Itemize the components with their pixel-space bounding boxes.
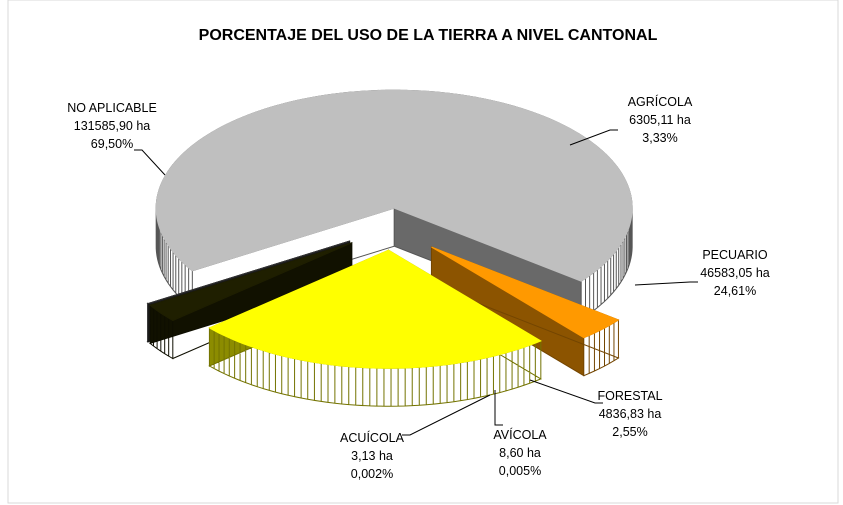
label-category: AGRÍCOLA (628, 94, 693, 109)
label-percent: 24,61% (714, 284, 756, 298)
label-area: 131585,90 ha (74, 119, 151, 133)
chart-title: PORCENTAJE DEL USO DE LA TIERRA A NIVEL … (199, 27, 658, 44)
label-percent: 2,55% (612, 425, 647, 439)
slice (155, 89, 633, 282)
label-area: 6305,11 ha (629, 113, 691, 127)
leader-line (569, 129, 618, 146)
slice (208, 249, 542, 369)
data-label: AGRÍCOLA 6305,11 ha 3,33% (628, 94, 693, 145)
slice (146, 240, 350, 305)
leader-line (494, 390, 503, 426)
leader-line (529, 379, 603, 404)
label-percent: 69,50% (91, 137, 133, 151)
label-area: 8,60 ha (499, 446, 541, 460)
slice (149, 242, 353, 322)
data-label: AVÍCOLA 8,60 ha 0,005% (493, 427, 547, 478)
label-category: FORESTAL (597, 389, 662, 403)
label-percent: 0,005% (499, 464, 541, 478)
leader-line (134, 149, 166, 176)
label-category: ACUÍCOLA (340, 430, 405, 445)
leader-line (402, 394, 491, 436)
data-label: PECUARIO 46583,05 ha 24,61% (700, 248, 770, 298)
data-label: FORESTAL 4836,83 ha 2,55% (597, 389, 662, 439)
slice (431, 246, 620, 339)
label-area: 46583,05 ha (700, 266, 770, 280)
slice-side (149, 242, 353, 360)
label-percent: 0,002% (351, 467, 393, 481)
slice-side (430, 246, 620, 377)
label-area: 3,13 ha (351, 449, 393, 463)
label-category: NO APLICABLE (67, 101, 157, 115)
label-category: PECUARIO (702, 248, 768, 262)
label-percent: 3,33% (642, 131, 677, 145)
data-label: ACUÍCOLA 3,13 ha 0,002% (340, 430, 405, 481)
label-category: AVÍCOLA (493, 427, 547, 442)
data-label: NO APLICABLE 131585,90 ha 69,50% (67, 101, 157, 151)
label-area: 4836,83 ha (599, 407, 662, 421)
leader-line (634, 281, 698, 286)
